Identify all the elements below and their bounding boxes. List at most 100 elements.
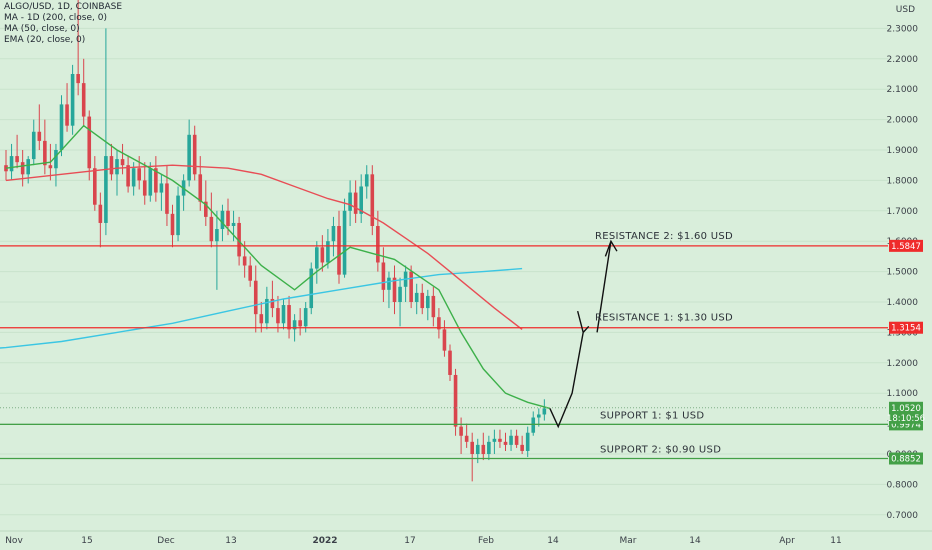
legend-ma200: MA - 1D (200, close, 0) [4,13,107,23]
x-tick-label: 13 [225,536,236,546]
y-tick-label: 1.2000 [887,359,919,369]
candle-body [509,435,513,445]
candle-body [4,165,8,172]
annotation-label: SUPPORT 2: $0.90 USD [600,444,721,455]
x-tick-label: Dec [157,536,174,546]
candle-body [104,156,108,223]
price-tag [889,239,923,252]
candle-body [220,210,225,230]
candle-body [209,216,214,242]
x-tick-label: Feb [478,536,494,546]
price-tag [889,321,923,334]
candle-body [270,298,275,309]
x-tick-label: 14 [689,536,701,546]
x-tick-label: Mar [620,536,637,546]
candle-body [348,192,352,211]
candle-body [315,247,319,269]
candle-body [70,74,75,126]
candle-body [475,444,480,454]
countdown-label: 18:10:56 [887,414,925,424]
x-tick-label: 15 [81,536,92,546]
candle-body [414,292,419,302]
legend-ma50: MA (50, close, 0) [4,24,80,34]
candle-body [226,210,230,226]
candle-body [59,104,64,150]
candle-body [131,168,136,187]
candle-body [487,441,491,454]
candle-body [448,350,452,375]
candle-body [520,444,524,451]
candle-body [320,247,325,263]
candle-body [31,131,36,160]
candle-body [43,140,47,166]
candle-body [65,104,69,126]
candle-body [359,186,363,214]
currency-label: USD [896,5,915,15]
ma200-line [0,267,523,349]
candle-body [142,180,147,196]
chart-legend: ALGO/USD, 1D, COINBASE MA - 1D (200, clo… [4,2,122,46]
candle-body [187,134,191,181]
last-price-tag [889,401,923,424]
annotation-label: SUPPORT 1: $1 USD [600,410,704,421]
x-tick-label: 2022 [312,536,337,546]
candle-body [253,280,258,315]
candle-body [331,226,336,242]
candle-body [120,159,125,166]
candle-body [9,156,14,172]
candle-body [492,438,497,442]
candle-body [437,317,441,330]
candle-body [26,159,30,175]
annotation-label: RESISTANCE 2: $1.60 USD [595,231,733,242]
candle-body [76,74,80,84]
price-tag-label: 0.8852 [891,454,921,464]
candle-body [148,168,153,196]
candle-body [381,262,386,290]
candle-body [364,174,369,187]
candle-body [392,277,397,302]
candle-body [37,131,42,141]
projection-arrow [549,239,618,429]
y-tick-label: 1.9000 [887,146,919,156]
candle-body [481,444,486,454]
price-tag-label: 1.5847 [891,242,921,252]
y-tick-label: 1.1000 [887,389,919,399]
candle-body [464,435,469,442]
candle-body [542,408,547,415]
candle-body [154,168,158,193]
candle-body [87,116,92,169]
candle-body [265,298,269,324]
candle-body [376,226,380,263]
y-tick-label: 2.2000 [887,55,919,65]
x-tick-label: 14 [547,536,559,546]
candle-body [442,329,447,351]
ema20-line [5,124,551,410]
price-tag-label: 1.3154 [891,324,921,334]
y-tick-label: 2.3000 [887,24,919,34]
candle-body [215,229,219,242]
candle-body [337,226,341,275]
candle-body [420,292,425,309]
candle-body [20,162,25,175]
y-tick-label: 2.1000 [887,85,919,95]
candle-body [287,305,291,330]
candle-body [115,159,119,175]
candle-body [459,426,463,436]
y-tick-label: 0.8000 [887,480,919,490]
candle-body [276,308,280,324]
candle-body [48,165,53,169]
candle-body [242,256,247,266]
candle-body [531,417,536,433]
candle-body [176,195,180,236]
candle-body [298,320,302,327]
candle-body [303,308,308,327]
candle-body [514,435,519,445]
candle-body [326,241,330,263]
candle-body [109,156,114,175]
candle-body [237,222,241,257]
candle-body [192,134,197,175]
candle-body [453,374,458,427]
candle-body [54,150,58,169]
